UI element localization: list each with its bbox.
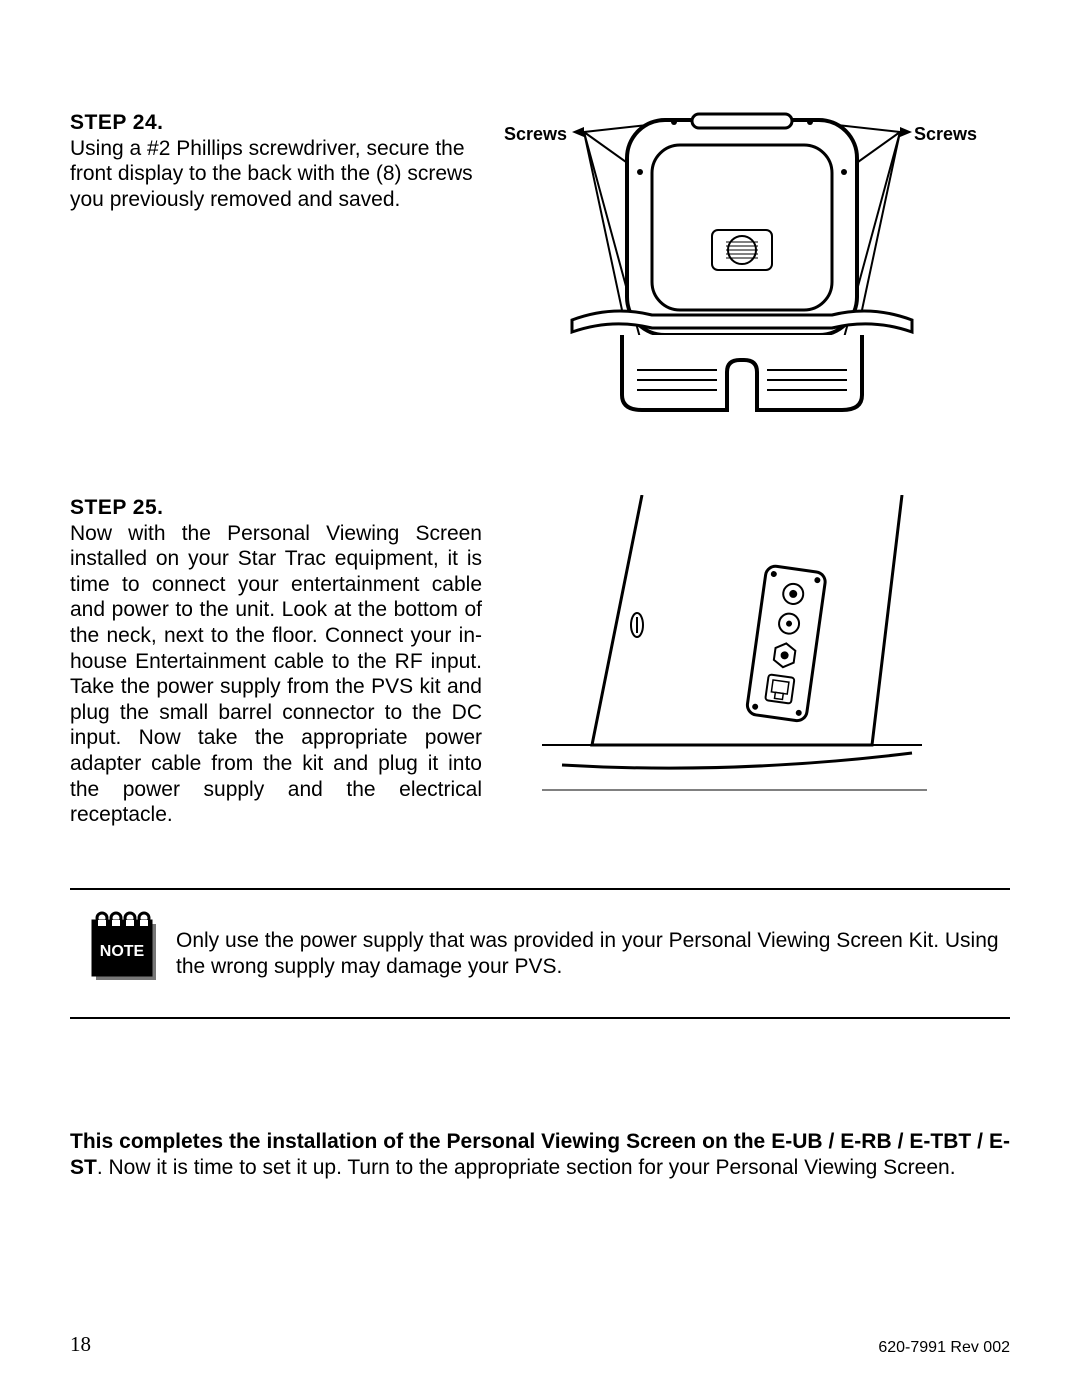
page-footer: 18 620-7991 Rev 002 <box>70 1332 1010 1357</box>
screw-head <box>807 119 813 125</box>
screw-head <box>637 169 643 175</box>
divider-bottom <box>70 1017 1010 1019</box>
step-25-block: STEP 25. Now with the Personal Viewing S… <box>70 495 1010 828</box>
screws-label-right: Screws <box>914 124 977 144</box>
step-25-title: STEP 25. <box>70 496 164 519</box>
note-badge: NOTE <box>90 906 158 989</box>
speaker-icon <box>712 230 772 270</box>
figure-24-svg: Screws Screws <box>502 110 982 430</box>
ring-cut <box>98 920 106 926</box>
figure-25-area <box>502 495 1010 810</box>
arrow-tip-right <box>900 127 912 137</box>
step-25-body: Now with the Personal Viewing Screen ins… <box>70 522 482 827</box>
pointer-line <box>584 132 622 310</box>
completion-rest: . Now it is time to set it up. Turn to t… <box>97 1156 956 1179</box>
pointer-line <box>862 132 900 310</box>
step-24-title: STEP 24. <box>70 111 164 134</box>
step-24-text: STEP 24. Using a #2 Phillips screwdriver… <box>70 110 482 212</box>
console-handle <box>692 114 792 128</box>
note-badge-svg: NOTE <box>90 906 158 984</box>
completion-paragraph: This completes the installation of the P… <box>70 1129 1010 1182</box>
ring-cut <box>112 920 120 926</box>
step-24-body: Using a #2 Phillips screwdriver, secure … <box>70 137 473 211</box>
step-24-block: STEP 24. Using a #2 Phillips screwdriver… <box>70 110 1010 435</box>
ring-cut <box>126 920 134 926</box>
note-row: NOTE Only use the power supply that was … <box>70 890 1010 1017</box>
floor-shadow <box>562 753 912 768</box>
console-inner <box>652 145 832 310</box>
figure-25-svg <box>532 495 932 805</box>
arrow-tip-left <box>572 127 584 137</box>
note-text: Only use the power supply that was provi… <box>176 914 1010 981</box>
base-housing <box>622 335 862 410</box>
handlebar <box>572 311 912 332</box>
ring-cut <box>140 920 148 926</box>
figure-24-area: Screws Screws <box>502 110 1010 435</box>
note-badge-text: NOTE <box>100 943 145 960</box>
page-number: 18 <box>70 1332 91 1357</box>
screws-label-left: Screws <box>504 124 567 144</box>
screw-head <box>671 119 677 125</box>
step-25-text: STEP 25. Now with the Personal Viewing S… <box>70 495 482 828</box>
screw-head <box>841 169 847 175</box>
document-id: 620-7991 Rev 002 <box>878 1339 1010 1357</box>
